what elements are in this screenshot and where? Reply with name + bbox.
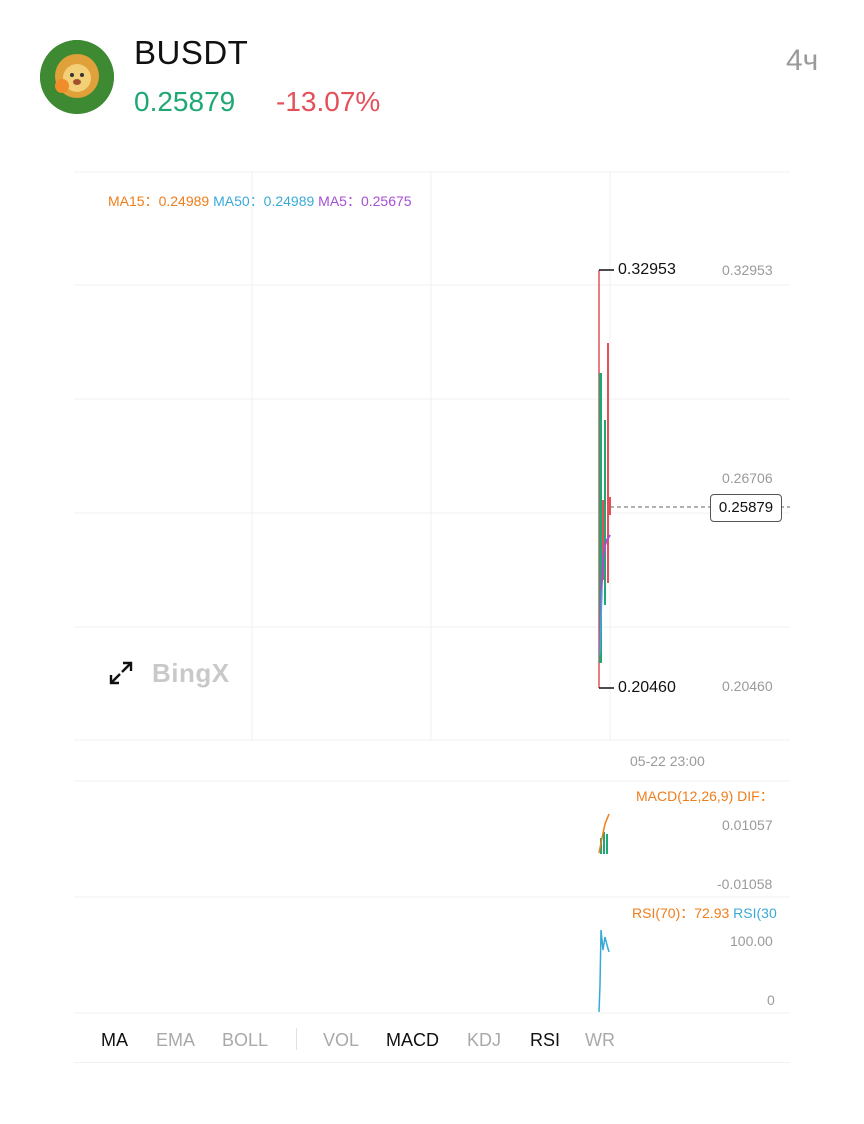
ma50-value: 0.24989 xyxy=(263,193,315,209)
tab-ema[interactable]: EMA xyxy=(156,1030,196,1050)
ma50-line xyxy=(599,589,603,656)
macd-legend: MACD(12,26,9) DIF： xyxy=(636,786,790,806)
tab-vol[interactable]: VOL xyxy=(323,1030,360,1050)
tab-ma[interactable]: MA xyxy=(101,1030,128,1050)
rsi-label: RSI(70)： xyxy=(632,905,695,921)
candle-body xyxy=(604,420,606,605)
ma50-label: MA50： xyxy=(213,193,264,209)
ma5-label: MA5： xyxy=(318,193,361,209)
low-marker: 0.20460 xyxy=(618,679,676,696)
macd-bar xyxy=(603,832,605,854)
candle-body xyxy=(599,373,602,663)
candle-body xyxy=(609,497,611,515)
indicator-tab-bar: MA EMA BOLL VOL MACD KDJ RSI WR xyxy=(74,1014,790,1062)
rsi-second-label: RSI(30 xyxy=(733,905,777,921)
ma5-value: 0.25675 xyxy=(360,193,412,209)
price-axis-label: 0.20460 xyxy=(722,678,773,694)
divider xyxy=(74,1062,790,1063)
current-price-tag: 0.25879 xyxy=(710,494,782,522)
rsi-value: 72.93 xyxy=(694,905,730,921)
last-price: 0.25879 xyxy=(134,86,236,117)
lion-icon xyxy=(40,40,114,114)
ma-legend: MA15：0.24989 MA50：0.24989 MA5：0.25675 xyxy=(108,191,412,211)
tab-rsi[interactable]: RSI xyxy=(530,1030,561,1050)
tab-kdj[interactable]: KDJ xyxy=(467,1030,502,1050)
macd-dif-line xyxy=(598,813,610,854)
ma15-label: MA15： xyxy=(108,193,159,209)
ticker-symbol: BUSDT xyxy=(134,34,249,71)
bingx-watermark: BingX xyxy=(152,658,230,688)
rsi-line xyxy=(598,929,610,1013)
fullscreen-expand-button[interactable] xyxy=(106,658,136,688)
interval-selector[interactable]: 4ч xyxy=(786,44,819,77)
high-marker: 0.32953 xyxy=(618,261,676,278)
time-axis-label: 05-22 23:00 xyxy=(630,753,705,769)
macd-bar xyxy=(606,834,608,854)
rsi-legend: RSI(70)：72.93 RSI(30 xyxy=(632,903,790,923)
tab-wr[interactable]: WR xyxy=(585,1030,615,1050)
token-logo xyxy=(40,40,114,114)
ma15-value: 0.24989 xyxy=(158,193,210,209)
rsi-axis-label: 0 xyxy=(767,992,775,1008)
macd-dif-label: DIF： xyxy=(737,788,774,804)
macd-axis-label: 0.01057 xyxy=(722,817,773,833)
macd-axis-label: -0.01058 xyxy=(717,876,773,892)
tab-boll[interactable]: BOLL xyxy=(222,1030,269,1050)
tab-macd[interactable]: MACD xyxy=(386,1030,439,1050)
tab-separator xyxy=(296,1028,297,1050)
rsi-axis-label: 100.00 xyxy=(730,933,773,949)
macd-label: MACD(12,26,9) xyxy=(636,788,734,804)
price-axis-label: 0.26706 xyxy=(722,470,773,486)
price-axis-label: 0.32953 xyxy=(722,262,773,278)
grid xyxy=(74,171,790,1014)
candle-body xyxy=(602,500,604,580)
candle-body xyxy=(607,343,609,583)
expand-arrows-icon xyxy=(109,661,133,685)
price-change-percent: -13.07% xyxy=(276,86,381,117)
